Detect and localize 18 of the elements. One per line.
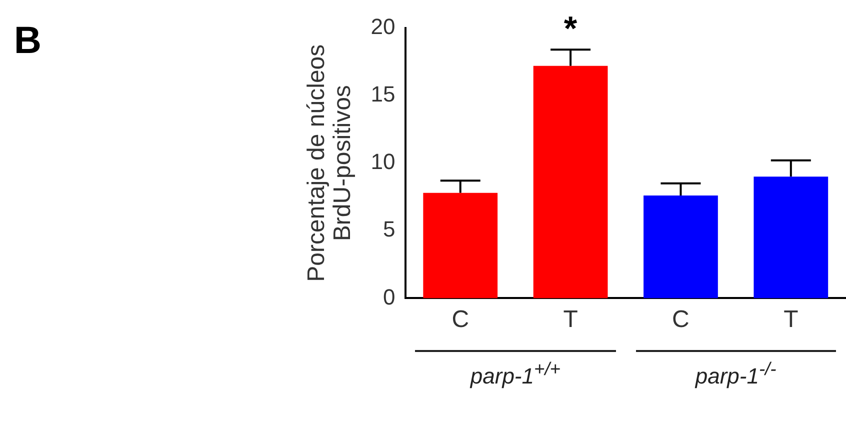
y-tick-label: 15 — [370, 82, 396, 107]
x-tick-label: C — [672, 306, 690, 334]
y-tick-label: 20 — [370, 14, 396, 40]
bar — [754, 176, 828, 298]
y-axis-title: Porcentaje de núcleos BrdU-positivos — [302, 44, 356, 282]
text: parp-1$^{+/+}$ — [468, 358, 562, 390]
bar — [644, 196, 718, 298]
text: parp-1$^{-/-}$ — [694, 358, 778, 390]
y-tick-label: 5 — [383, 216, 396, 242]
bar — [533, 66, 608, 298]
text: B — [14, 20, 42, 63]
y-tick-label: 0 — [383, 284, 396, 310]
y-tick-label: 10 — [370, 149, 396, 174]
x-tick-label: T — [563, 306, 578, 334]
bar — [423, 192, 498, 298]
x-tick-label: T — [784, 306, 799, 334]
x-tick-label: C — [452, 306, 470, 334]
annotation: * — [564, 10, 578, 48]
